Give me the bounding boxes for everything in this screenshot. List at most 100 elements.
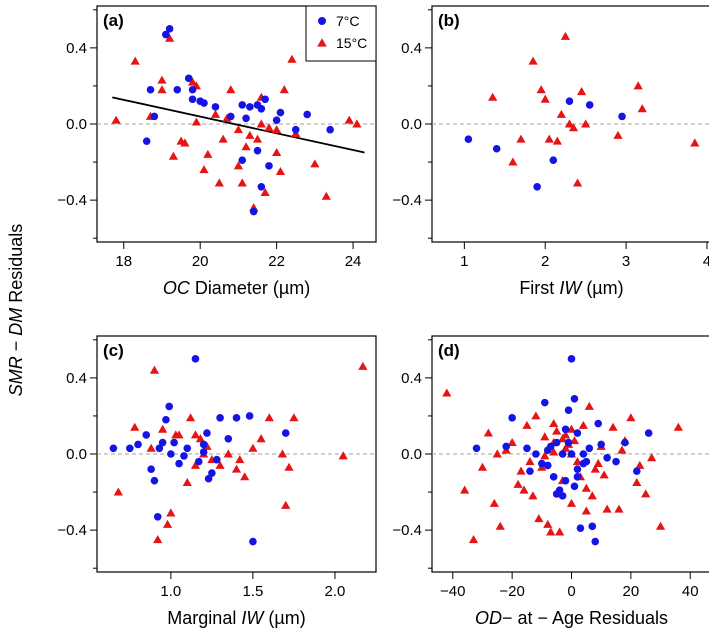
y-tick-label: 0.0 (401, 446, 422, 463)
data-point-15c (264, 413, 274, 422)
data-point-15c (543, 519, 553, 528)
label-part: Diameter (µm) (190, 278, 310, 298)
trend-line (112, 96, 365, 154)
data-point-15c (233, 161, 244, 170)
data-point-15c (190, 430, 201, 439)
data-point-15c (507, 437, 517, 447)
label-part: First (519, 278, 559, 298)
data-point-7c (326, 125, 334, 134)
data-point-15c (540, 432, 550, 441)
y-tick-label: 0.0 (66, 116, 87, 133)
data-point-15c (581, 119, 591, 128)
data-point-15c (185, 413, 196, 422)
data-point-15c (215, 460, 225, 469)
data-point-15c (577, 87, 587, 96)
y-tick-label: 0.4 (66, 40, 87, 57)
data-point-15c (168, 151, 179, 160)
data-point-15c (492, 449, 502, 458)
data-point-7c (232, 414, 241, 422)
data-point-15c (256, 119, 266, 128)
data-point-15c (281, 500, 291, 509)
y-axis-label: SMR − DM Residuals (6, 224, 26, 397)
x-tick-label: −20 (499, 583, 524, 600)
data-point-7c (558, 450, 567, 458)
data-point-15c (641, 489, 651, 498)
data-point-7c (570, 482, 579, 491)
data-point-7c (199, 440, 208, 449)
data-point-15c (647, 453, 657, 462)
data-point-15c (199, 165, 209, 174)
data-point-15c (344, 115, 354, 124)
data-point-7c (603, 454, 611, 462)
data-point-7c (573, 465, 582, 474)
data-point-15c (540, 451, 550, 460)
data-point-7c (188, 95, 197, 104)
x-tick-label: 20 (192, 253, 209, 270)
data-point-7c (644, 429, 653, 437)
data-point-15c (256, 434, 266, 443)
data-point-7c (612, 457, 620, 466)
data-point-7c (211, 103, 220, 111)
data-point-7c (573, 473, 582, 481)
y-tick-label: −0.4 (392, 192, 422, 209)
data-point-15c (130, 422, 140, 431)
data-point-15c (633, 81, 643, 90)
data-point-15c (581, 483, 591, 492)
y-tick-label: 0.4 (401, 40, 422, 57)
x-axis-label: OC Diameter (µm) (163, 278, 310, 298)
data-point-15c (352, 119, 362, 128)
data-point-15c (564, 119, 575, 128)
data-point-15c (584, 401, 594, 410)
x-tick-label: 1 (460, 253, 468, 270)
data-point-15c (203, 149, 213, 158)
data-point-7c (582, 457, 591, 466)
data-point-15c (275, 166, 286, 176)
x-tick-label: 2.0 (325, 583, 346, 600)
data-point-7c (540, 398, 549, 407)
data-point-7c (576, 524, 585, 533)
data-point-7c (216, 414, 224, 422)
data-point-15c (483, 428, 493, 437)
data-point-15c (264, 123, 274, 132)
data-point-7c (549, 156, 558, 164)
data-point-15c (560, 430, 571, 439)
data-point-7c (180, 452, 188, 460)
data-point-7c (291, 125, 300, 134)
data-point-15c (635, 460, 645, 469)
data-point-15c (214, 178, 224, 187)
data-point-7c (303, 110, 312, 119)
data-point-15c (157, 75, 167, 84)
data-point-15c (195, 434, 205, 443)
data-point-7c (543, 461, 552, 470)
data-point-15c (272, 125, 282, 134)
data-point-7c (523, 444, 531, 453)
data-point-15c (468, 535, 479, 544)
data-point-15c (489, 498, 499, 507)
data-point-15c (552, 136, 562, 145)
data-point-7c (261, 95, 269, 104)
label-part: OC (163, 278, 191, 298)
data-point-15c (190, 460, 201, 469)
data-point-15c (560, 31, 571, 40)
data-point-15c (158, 424, 168, 433)
data-point-7c (242, 114, 250, 123)
data-point-7c (153, 513, 162, 521)
data-point-15c (566, 498, 577, 507)
x-axis-label: First IW (µm) (519, 278, 623, 298)
data-point-7c (567, 355, 576, 363)
x-tick-label: 22 (268, 253, 285, 270)
x-tick-label: 3 (622, 253, 630, 270)
data-point-15c (358, 361, 368, 370)
x-tick-label: 20 (623, 583, 640, 600)
x-tick-label: 1.5 (242, 583, 263, 600)
data-point-7c (597, 440, 605, 449)
data-point-7c (532, 450, 540, 458)
data-point-15c (338, 451, 348, 460)
label-part: − at − Age Residuals (502, 608, 668, 628)
y-tick-label: 0.0 (66, 446, 87, 463)
data-point-15c (546, 527, 556, 536)
data-point-15c (233, 125, 244, 134)
label-part: − (6, 336, 26, 357)
data-point-7c (161, 30, 170, 39)
